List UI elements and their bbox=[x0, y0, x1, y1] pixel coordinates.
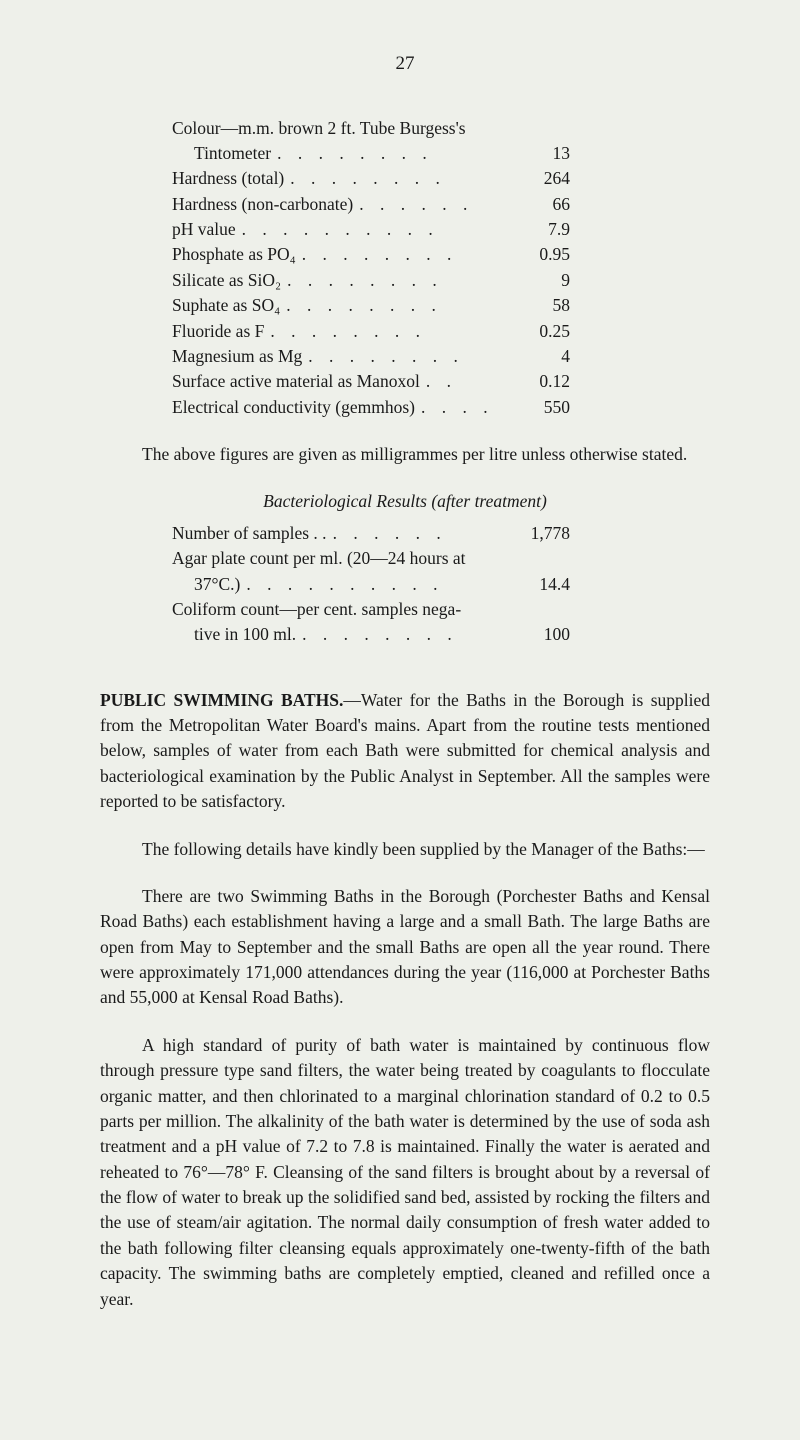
leader-dots: . . . . . . . . bbox=[287, 268, 500, 293]
leader-dots: . . . . . . . . bbox=[277, 141, 500, 166]
data-label: Suphate as SO₄ bbox=[172, 293, 286, 318]
data-row: Hardness (total) . . . . . . . . 264 bbox=[172, 166, 570, 191]
data-label: Phosphate as PO₄ bbox=[172, 242, 302, 267]
bact-value: 100 bbox=[500, 622, 570, 647]
data-value: 66 bbox=[500, 192, 570, 217]
page-number: 27 bbox=[100, 50, 710, 78]
bacteriological-block: Number of samples . . . . . . . . 1,778 … bbox=[172, 521, 570, 648]
note-paragraph: The above figures are given as milligram… bbox=[100, 442, 710, 467]
data-label: pH value bbox=[172, 217, 242, 242]
purity-paragraph: A high standard of purity of bath water … bbox=[100, 1033, 710, 1312]
data-value: 264 bbox=[500, 166, 570, 191]
data-value: 0.25 bbox=[500, 319, 570, 344]
bact-row: Number of samples . . . . . . . . 1,778 bbox=[172, 521, 570, 546]
data-label: Hardness (total) bbox=[172, 166, 290, 191]
data-label: Magnesium as Mg bbox=[172, 344, 308, 369]
data-value: 9 bbox=[500, 268, 570, 293]
leader-dots: . . bbox=[426, 369, 500, 394]
data-row: Fluoride as F . . . . . . . . 0.25 bbox=[172, 319, 570, 344]
leader-dots: . . . . bbox=[421, 395, 500, 420]
leader-dots: . . . . . . bbox=[333, 521, 500, 546]
data-row: Hardness (non-carbonate) . . . . . . 66 bbox=[172, 192, 570, 217]
bact-label: Number of samples . . bbox=[172, 521, 333, 546]
data-value: 0.12 bbox=[500, 369, 570, 394]
leader-dots: . . . . . . . . bbox=[286, 293, 500, 318]
bact-label-line1: Coliform count—per cent. samples nega- bbox=[172, 597, 570, 622]
data-value: 7.9 bbox=[500, 217, 570, 242]
leader-dots: . . . . . . . . bbox=[270, 319, 500, 344]
bact-value: 1,778 bbox=[500, 521, 570, 546]
public-swimming-lead: PUBLIC SWIMMING BATHS. bbox=[100, 690, 343, 710]
leader-dots: . . . . . . bbox=[359, 192, 500, 217]
data-label: Surface active material as Manoxol bbox=[172, 369, 426, 394]
leader-dots: . . . . . . . . bbox=[302, 622, 500, 647]
bact-label-line2: tive in 100 ml. bbox=[194, 622, 302, 647]
leader-dots: . . . . . . . . . . bbox=[242, 217, 500, 242]
data-label: Silicate as SiO₂ bbox=[172, 268, 287, 293]
bact-row: Agar plate count per ml. (20—24 hours at… bbox=[172, 546, 570, 597]
bacteriological-title: Bacteriological Results (after treatment… bbox=[100, 489, 710, 514]
data-row: Phosphate as PO₄ . . . . . . . . 0.95 bbox=[172, 242, 570, 267]
leader-dots: . . . . . . . . bbox=[302, 242, 500, 267]
bact-label-line2: 37°C.) bbox=[194, 572, 246, 597]
data-label: Hardness (non-carbonate) bbox=[172, 192, 359, 217]
bact-row: Coliform count—per cent. samples nega- t… bbox=[172, 597, 570, 648]
data-row: Electrical conductivity (gemmhos) . . . … bbox=[172, 395, 570, 420]
colour-heading: Colour—m.m. brown 2 ft. Tube Burgess's bbox=[172, 116, 570, 141]
two-baths-paragraph: There are two Swimming Baths in the Boro… bbox=[100, 884, 710, 1011]
data-value: 4 bbox=[500, 344, 570, 369]
data-label: Tintometer bbox=[194, 141, 277, 166]
data-row: Magnesium as Mg . . . . . . . . 4 bbox=[172, 344, 570, 369]
data-label: Electrical conductivity (gemmhos) bbox=[172, 395, 421, 420]
public-swimming-paragraph: PUBLIC SWIMMING BATHS.—Water for the Bat… bbox=[100, 688, 710, 815]
leader-dots: . . . . . . . . bbox=[308, 344, 500, 369]
data-row: Silicate as SiO₂ . . . . . . . . 9 bbox=[172, 268, 570, 293]
data-row: pH value . . . . . . . . . . 7.9 bbox=[172, 217, 570, 242]
data-row: Tintometer . . . . . . . . 13 bbox=[172, 141, 570, 166]
data-value: 58 bbox=[500, 293, 570, 318]
bact-label-line1: Agar plate count per ml. (20—24 hours at bbox=[172, 546, 570, 571]
leader-dots: . . . . . . . . . . bbox=[246, 572, 500, 597]
bact-value: 14.4 bbox=[500, 572, 570, 597]
data-row: Surface active material as Manoxol . . 0… bbox=[172, 369, 570, 394]
manager-paragraph: The following details have kindly been s… bbox=[100, 837, 710, 862]
colour-data-block: Colour—m.m. brown 2 ft. Tube Burgess's T… bbox=[172, 116, 570, 421]
data-value: 13 bbox=[500, 141, 570, 166]
data-value: 550 bbox=[500, 395, 570, 420]
leader-dots: . . . . . . . . bbox=[290, 166, 500, 191]
document-page: 27 Colour—m.m. brown 2 ft. Tube Burgess'… bbox=[0, 0, 800, 1440]
data-label: Fluoride as F bbox=[172, 319, 270, 344]
data-row: Suphate as SO₄ . . . . . . . . 58 bbox=[172, 293, 570, 318]
data-value: 0.95 bbox=[500, 242, 570, 267]
